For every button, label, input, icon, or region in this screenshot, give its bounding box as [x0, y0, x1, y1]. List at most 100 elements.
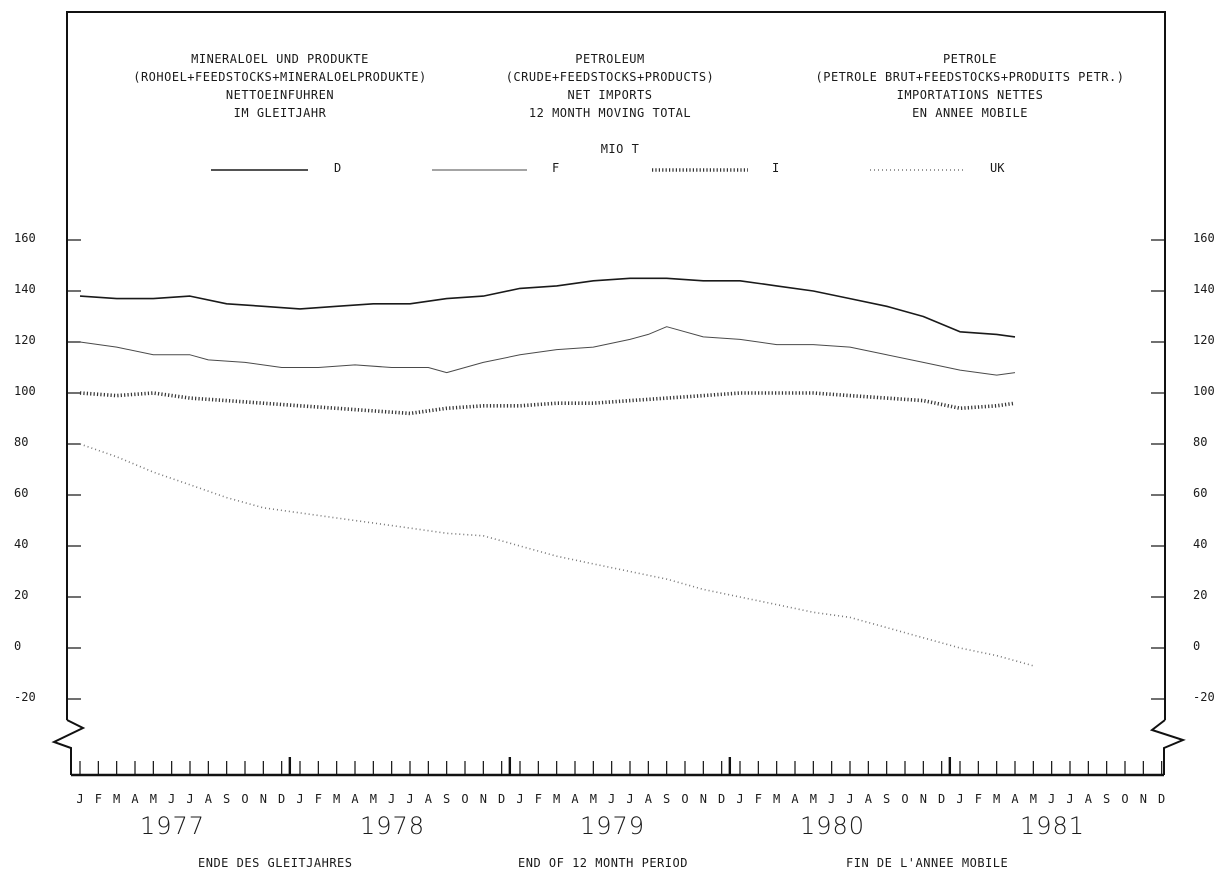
y-tick-label-left: 120 — [14, 333, 36, 347]
legend-label-uk: UK — [990, 161, 1005, 175]
header-english: PETROLEUM (CRUDE+FEEDSTOCKS+PRODUCTS) NE… — [460, 50, 760, 122]
header-line: MINERALOEL UND PRODUKTE — [191, 52, 369, 66]
y-tick-label-left: 40 — [14, 537, 29, 551]
month-label: S — [663, 792, 671, 806]
month-label: M — [773, 792, 781, 806]
footer-german: ENDE DES GLEITJAHRES — [198, 856, 353, 870]
header-line: 12 MONTH MOVING TOTAL — [528, 106, 692, 120]
month-label: J — [846, 792, 854, 806]
header-line: (PETROLE BRUT+FEEDSTOCKS+PRODUITS PETR.) — [815, 70, 1125, 84]
y-tick-label-right: 140 — [1193, 282, 1215, 296]
month-label: S — [223, 792, 231, 806]
y-tick-label-left: 20 — [14, 588, 29, 602]
legend-label-d: D — [334, 161, 342, 175]
y-tick-label-left: 80 — [14, 435, 29, 449]
y-ticks — [67, 239, 1165, 700]
month-label: O — [901, 792, 909, 806]
series-line-uk — [79, 443, 1034, 667]
chart-frame — [51, 11, 1186, 777]
series-line-d — [79, 277, 1016, 338]
month-label: A — [1084, 792, 1092, 806]
header-line: IM GLEITJAHR — [233, 106, 327, 120]
month-label: M — [993, 792, 1001, 806]
month-label: M — [149, 792, 157, 806]
month-label: A — [1011, 792, 1019, 806]
legend-label-i: I — [772, 161, 780, 175]
month-label: J — [1048, 792, 1056, 806]
month-label: M — [113, 792, 121, 806]
month-label: N — [919, 792, 927, 806]
month-label: A — [424, 792, 432, 806]
month-label: A — [644, 792, 652, 806]
header-line: PETROLEUM — [575, 52, 645, 66]
footer-english: END OF 12 MONTH PERIOD — [518, 856, 688, 870]
month-label: D — [938, 792, 946, 806]
month-label: J — [168, 792, 176, 806]
month-label: J — [1066, 792, 1074, 806]
y-tick-label-right: 40 — [1193, 537, 1208, 551]
month-label: M — [809, 792, 817, 806]
header-line: (CRUDE+FEEDSTOCKS+PRODUCTS) — [505, 70, 715, 84]
month-label: N — [1139, 792, 1147, 806]
month-label: A — [204, 792, 212, 806]
header-line: EN ANNEE MOBILE — [912, 106, 1028, 120]
month-label: A — [351, 792, 359, 806]
header-line: NET IMPORTS — [567, 88, 653, 102]
y-tick-label-left: -20 — [14, 690, 36, 704]
month-label: J — [406, 792, 414, 806]
month-label: O — [461, 792, 469, 806]
month-label: O — [241, 792, 249, 806]
y-tick-label-right: 100 — [1193, 384, 1215, 398]
header-french: PETROLE (PETROLE BRUT+FEEDSTOCKS+PRODUIT… — [760, 50, 1180, 122]
y-tick-label-left: 100 — [14, 384, 36, 398]
y-tick-label-left: 60 — [14, 486, 29, 500]
month-label: D — [1158, 792, 1166, 806]
month-label: S — [883, 792, 891, 806]
month-label: A — [864, 792, 872, 806]
header-line: PETROLE — [942, 52, 998, 66]
month-label: A — [791, 792, 799, 806]
y-tick-label-right: 0 — [1193, 639, 1201, 653]
month-label: O — [1121, 792, 1129, 806]
month-label: M — [333, 792, 341, 806]
year-label: 1980 — [800, 812, 866, 840]
year-label: 1978 — [360, 812, 426, 840]
y-tick-label-right: 60 — [1193, 486, 1208, 500]
month-label: D — [718, 792, 726, 806]
y-tick-label-right: 80 — [1193, 435, 1208, 449]
month-label: N — [259, 792, 267, 806]
month-label: J — [608, 792, 616, 806]
series-line-f — [79, 326, 1016, 376]
month-label: N — [479, 792, 487, 806]
month-label: J — [388, 792, 396, 806]
legend-label-f: F — [552, 161, 560, 175]
header-line: (ROHOEL+FEEDSTOCKS+MINERALOELPRODUKTE) — [133, 70, 427, 84]
month-label: D — [498, 792, 506, 806]
month-label: D — [278, 792, 286, 806]
year-label: 1981 — [1020, 812, 1086, 840]
month-label: A — [131, 792, 139, 806]
header-line: IMPORTATIONS NETTES — [896, 88, 1044, 102]
month-label: F — [754, 792, 762, 806]
month-label: F — [974, 792, 982, 806]
right-axis-break — [1149, 719, 1186, 775]
y-tick-label-right: 20 — [1193, 588, 1208, 602]
month-label: M — [553, 792, 561, 806]
month-label: S — [443, 792, 451, 806]
month-label: J — [828, 792, 836, 806]
year-label: 1977 — [140, 812, 206, 840]
month-label: J — [76, 792, 84, 806]
month-label: F — [534, 792, 542, 806]
y-tick-label-right: 160 — [1193, 231, 1215, 245]
header-line: NETTOEINFUHREN — [225, 88, 335, 102]
month-label: J — [186, 792, 194, 806]
footer-french: FIN DE L'ANNEE MOBILE — [846, 856, 1009, 870]
month-label: S — [1103, 792, 1111, 806]
series-lines — [79, 277, 1034, 667]
month-label: M — [589, 792, 597, 806]
month-label: M — [369, 792, 377, 806]
month-label: A — [571, 792, 579, 806]
x-axis — [79, 757, 1163, 775]
y-tick-label-right: -20 — [1193, 690, 1215, 704]
